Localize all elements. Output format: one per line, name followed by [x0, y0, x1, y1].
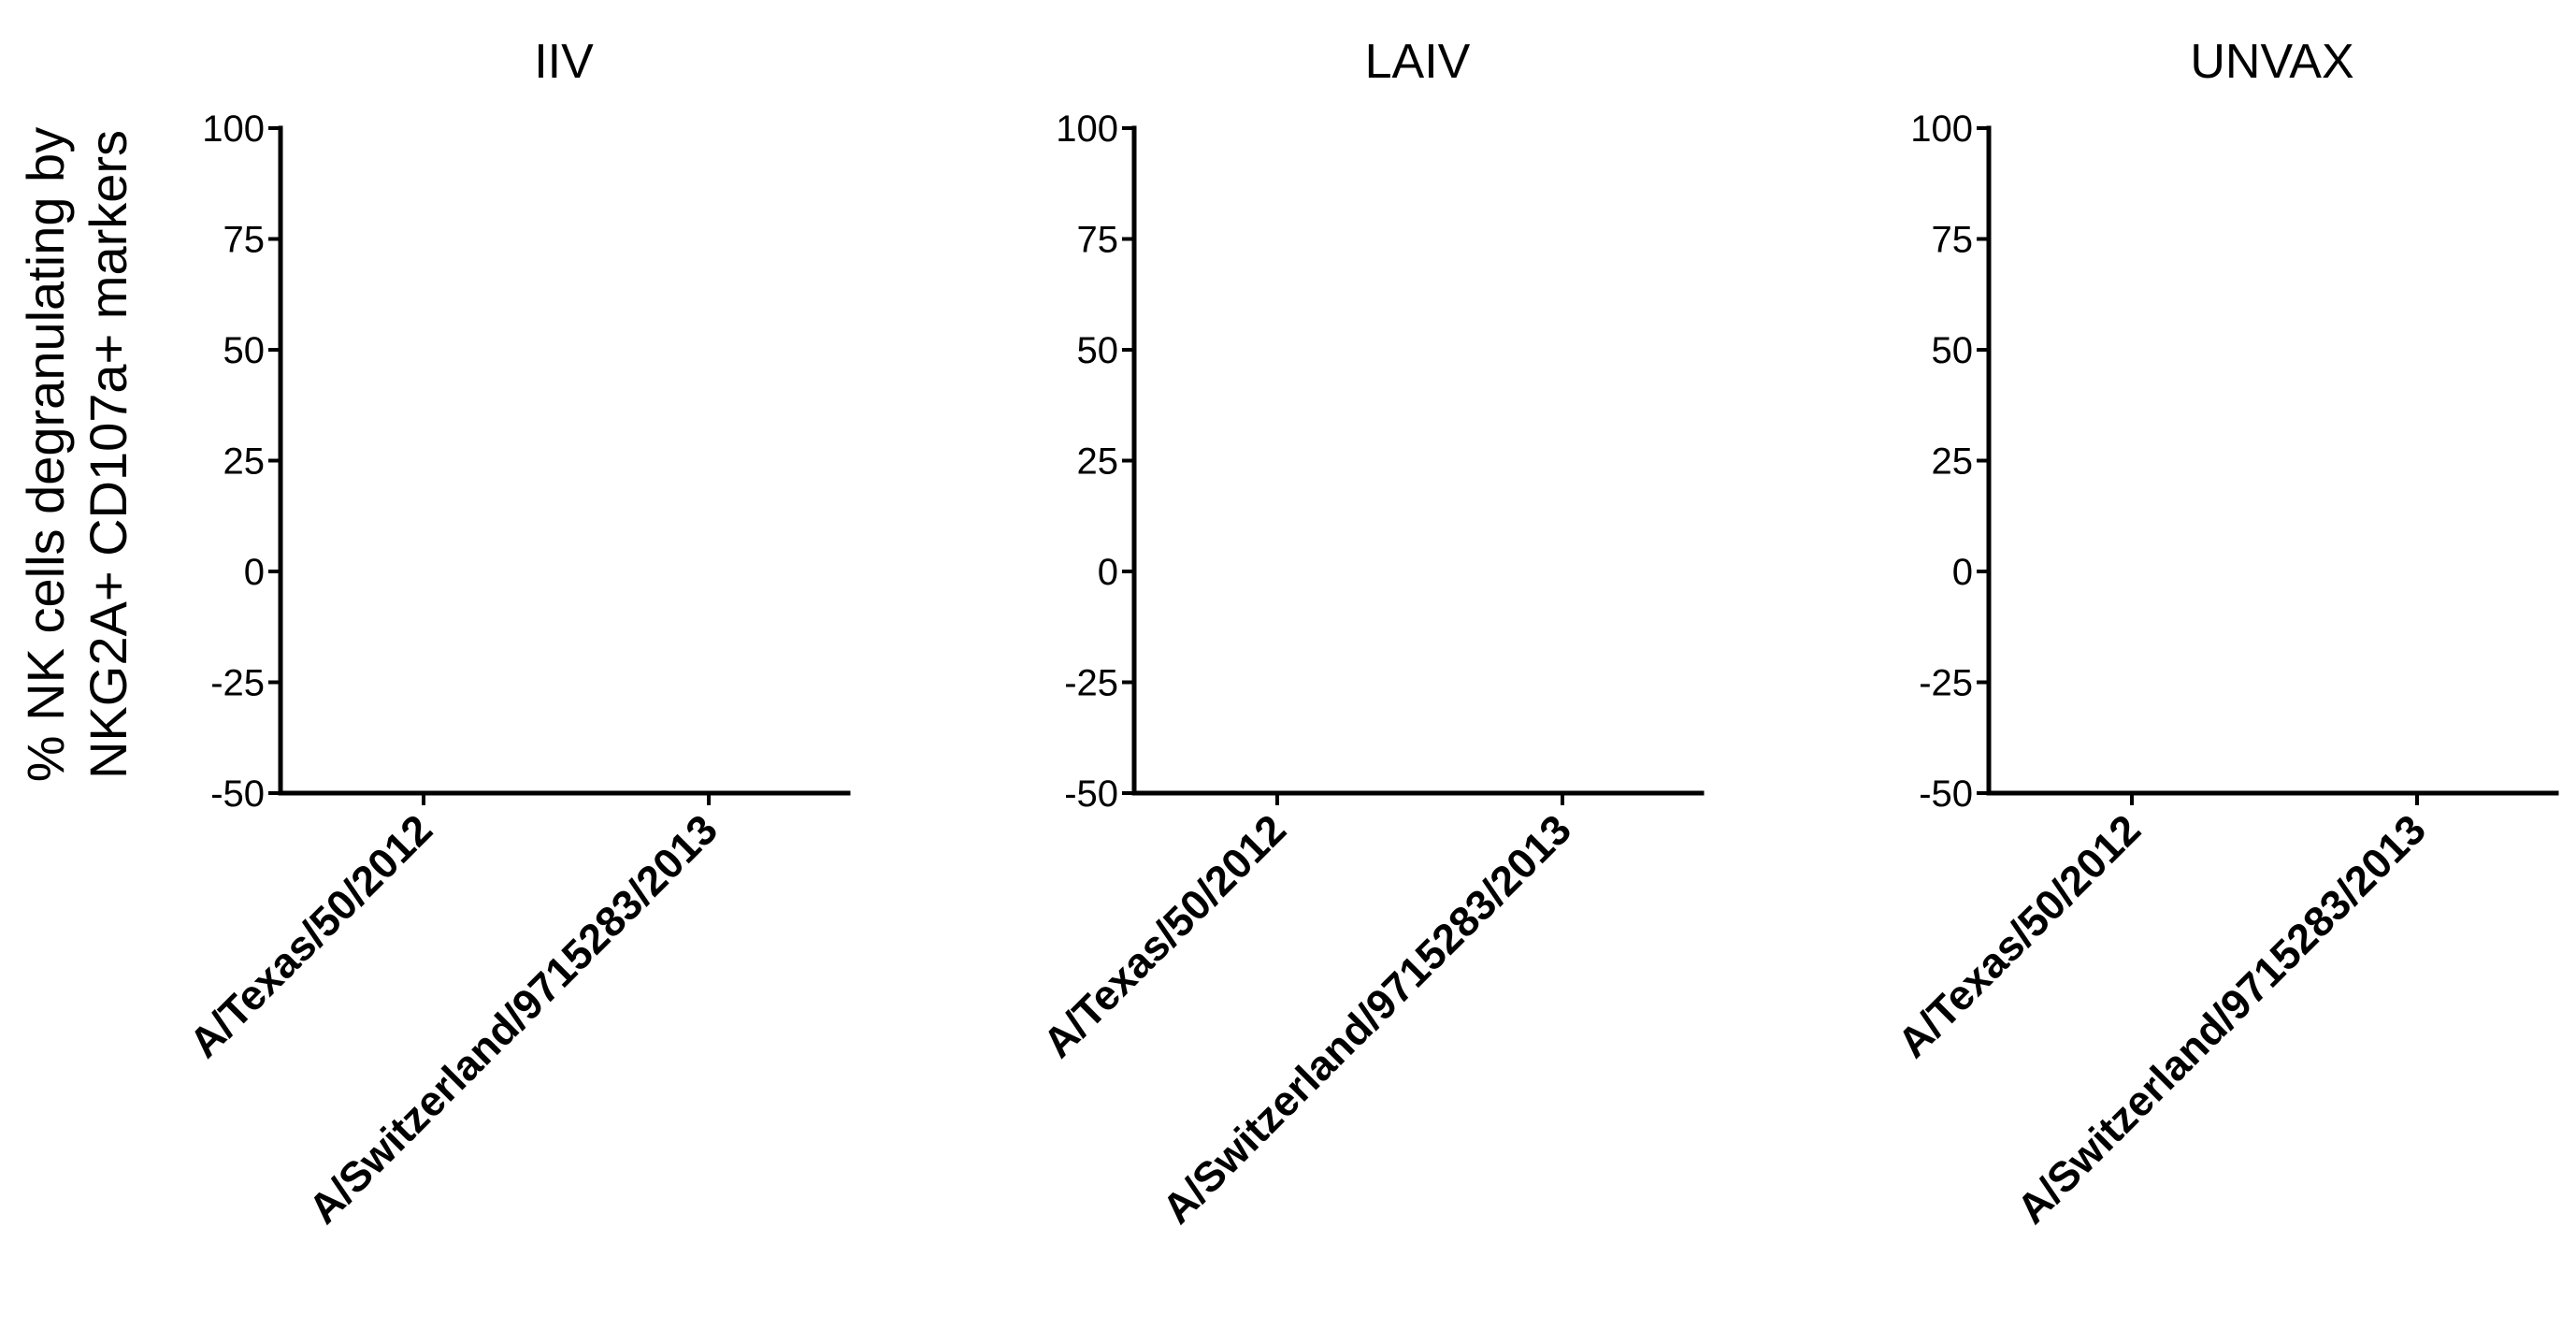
y-tick-label: 50 — [223, 330, 266, 371]
y-tick-label: 25 — [1077, 441, 1119, 483]
y-tick-label: -50 — [1919, 773, 1973, 815]
y-tick-label: -25 — [1919, 663, 1973, 704]
x-category-label: A/Texas/50/2012 — [180, 805, 441, 1067]
y-tick-label: -25 — [1064, 663, 1118, 704]
x-category-label: A/Texas/50/2012 — [1888, 805, 2150, 1067]
y-tick-label: 50 — [1077, 330, 1119, 371]
chart-panel-0: IIV1007550250-25-50A/Texas/50/2012A/Swit… — [180, 35, 851, 1233]
y-axis-title: % NK cells degranulating by NKG2A+ CD107… — [16, 127, 137, 782]
y-tick-label: 25 — [1932, 441, 1974, 483]
panel-title: UNVAX — [2190, 35, 2353, 89]
y-tick-label: 0 — [1098, 552, 1118, 593]
y-tick-label: -50 — [1064, 773, 1118, 815]
y-axis-title-line-1: % NK cells degranulating by — [16, 127, 75, 782]
y-tick-label: 0 — [244, 552, 265, 593]
y-tick-label: 100 — [202, 108, 265, 150]
y-tick-label: 25 — [223, 441, 266, 483]
panel-title: LAIV — [1365, 35, 1471, 89]
y-tick-label: 75 — [223, 220, 266, 261]
y-tick-label: 0 — [1952, 552, 1973, 593]
y-tick-label: 75 — [1932, 220, 1974, 261]
y-tick-label: 100 — [1056, 108, 1118, 150]
y-tick-label: 100 — [1910, 108, 1973, 150]
chart-panel-2: UNVAX1007550250-25-50A/Texas/50/2012A/Sw… — [1888, 35, 2559, 1233]
x-category-label: A/Texas/50/2012 — [1033, 805, 1295, 1067]
panel-title: IIV — [534, 35, 594, 89]
y-tick-label: 75 — [1077, 220, 1119, 261]
y-tick-label: -25 — [210, 663, 265, 704]
y-tick-label: 50 — [1932, 330, 1974, 371]
y-tick-label: -50 — [210, 773, 265, 815]
chart-panel-1: LAIV1007550250-25-50A/Texas/50/2012A/Swi… — [1033, 35, 1705, 1233]
y-axis-title-line-2: NKG2A+ CD107a+ markers — [79, 130, 137, 779]
chart-panels: IIV1007550250-25-50A/Texas/50/2012A/Swit… — [180, 35, 2559, 1233]
